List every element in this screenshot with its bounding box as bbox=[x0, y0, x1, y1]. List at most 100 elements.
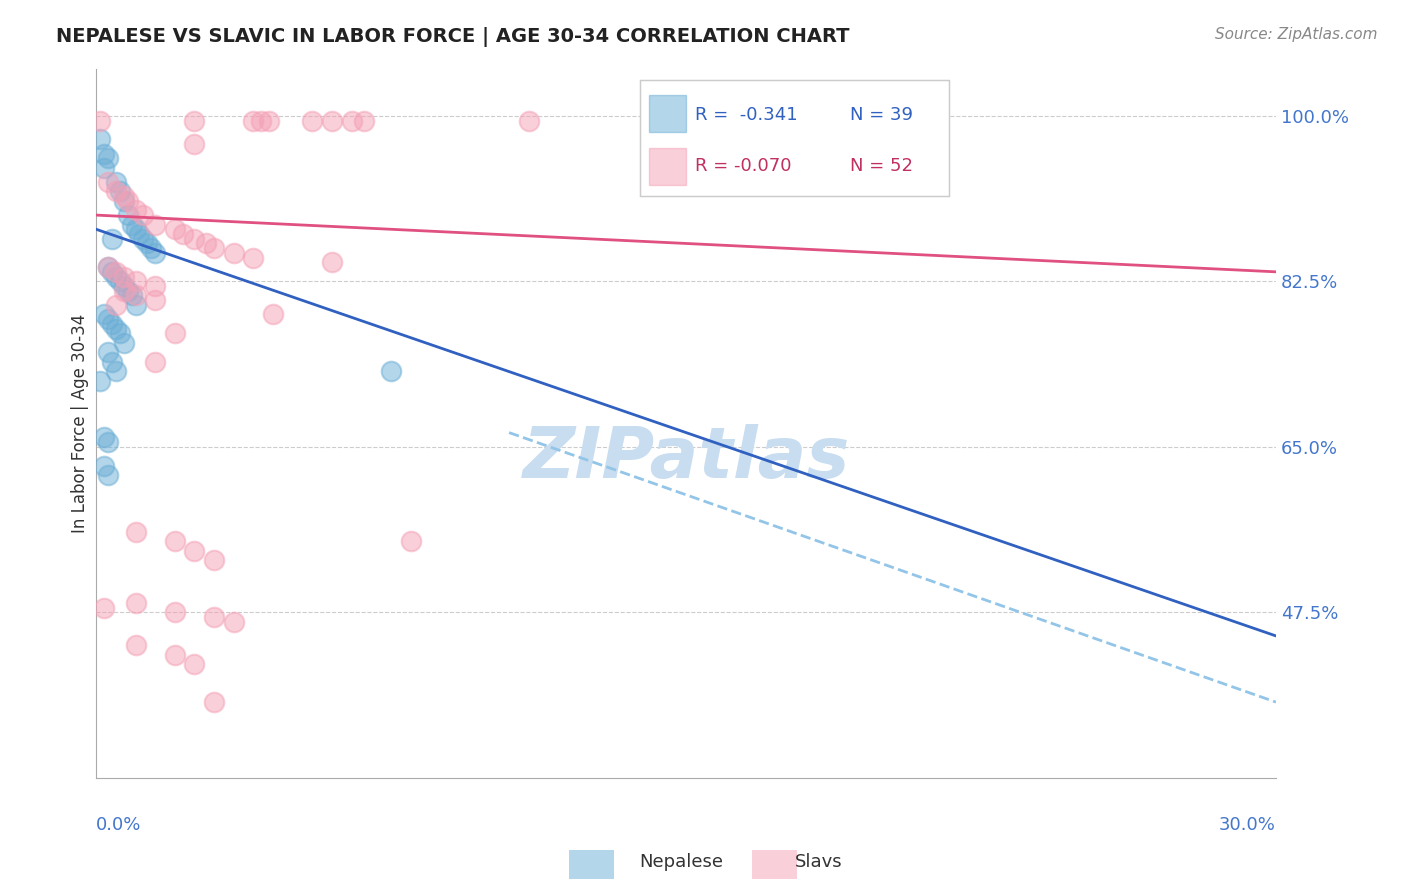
Point bbox=[104, 269, 127, 284]
Point bbox=[101, 265, 124, 279]
Point bbox=[89, 374, 111, 388]
Point bbox=[183, 543, 205, 558]
Point bbox=[380, 364, 402, 378]
Point bbox=[353, 113, 375, 128]
Point bbox=[112, 189, 135, 203]
Point bbox=[124, 298, 146, 312]
Point bbox=[399, 534, 422, 549]
Point bbox=[124, 222, 146, 236]
Point bbox=[132, 208, 155, 222]
Point bbox=[117, 284, 139, 298]
Point bbox=[202, 553, 225, 567]
Point bbox=[93, 430, 115, 444]
Text: ZIPatlas: ZIPatlas bbox=[523, 424, 849, 493]
Point bbox=[97, 175, 120, 189]
Text: NEPALESE VS SLAVIC IN LABOR FORCE | AGE 30-34 CORRELATION CHART: NEPALESE VS SLAVIC IN LABOR FORCE | AGE … bbox=[56, 27, 849, 46]
Text: R = -0.070: R = -0.070 bbox=[696, 157, 792, 175]
Point bbox=[101, 317, 124, 331]
Point bbox=[202, 610, 225, 624]
Text: Nepalese: Nepalese bbox=[640, 853, 724, 871]
Point bbox=[93, 458, 115, 473]
Point bbox=[222, 615, 245, 629]
Point bbox=[340, 113, 363, 128]
Point bbox=[143, 246, 166, 260]
Point bbox=[104, 265, 127, 279]
Point bbox=[117, 208, 139, 222]
Point bbox=[163, 222, 186, 236]
Point bbox=[124, 288, 146, 302]
Y-axis label: In Labor Force | Age 30-34: In Labor Force | Age 30-34 bbox=[72, 313, 89, 533]
Point bbox=[112, 279, 135, 293]
Point bbox=[112, 284, 135, 298]
Point bbox=[124, 274, 146, 288]
Point bbox=[517, 113, 540, 128]
Point bbox=[97, 260, 120, 274]
Point bbox=[183, 137, 205, 152]
Point bbox=[112, 194, 135, 208]
Point bbox=[163, 605, 186, 619]
Point bbox=[183, 113, 205, 128]
Text: Slavs: Slavs bbox=[794, 853, 842, 871]
Point bbox=[101, 354, 124, 368]
Point bbox=[104, 185, 127, 199]
Point bbox=[104, 364, 127, 378]
Point bbox=[321, 255, 343, 269]
Point bbox=[89, 132, 111, 146]
Point bbox=[143, 293, 166, 308]
Point bbox=[108, 274, 131, 288]
Point bbox=[202, 241, 225, 255]
Point bbox=[250, 113, 273, 128]
Text: 0.0%: 0.0% bbox=[96, 815, 142, 834]
Point bbox=[101, 232, 124, 246]
Point bbox=[124, 524, 146, 539]
Point bbox=[93, 307, 115, 321]
Point bbox=[97, 468, 120, 483]
Point bbox=[202, 695, 225, 709]
Point bbox=[172, 227, 194, 241]
Point bbox=[124, 639, 146, 653]
Point bbox=[104, 321, 127, 335]
Point bbox=[262, 307, 284, 321]
Point bbox=[121, 288, 143, 302]
Point bbox=[112, 335, 135, 350]
Text: Source: ZipAtlas.com: Source: ZipAtlas.com bbox=[1215, 27, 1378, 42]
Point bbox=[195, 236, 218, 251]
Point bbox=[321, 113, 343, 128]
Point bbox=[183, 657, 205, 672]
Text: N = 52: N = 52 bbox=[851, 157, 912, 175]
Point bbox=[89, 113, 111, 128]
Point bbox=[141, 241, 163, 255]
Point bbox=[301, 113, 323, 128]
FancyBboxPatch shape bbox=[650, 147, 686, 185]
Point bbox=[143, 279, 166, 293]
Point bbox=[242, 113, 264, 128]
Text: 30.0%: 30.0% bbox=[1219, 815, 1277, 834]
Text: R =  -0.341: R = -0.341 bbox=[696, 106, 799, 124]
Point bbox=[97, 345, 120, 359]
Point bbox=[124, 596, 146, 610]
FancyBboxPatch shape bbox=[650, 95, 686, 132]
Point bbox=[257, 113, 280, 128]
Point bbox=[112, 269, 135, 284]
Point bbox=[222, 246, 245, 260]
Point bbox=[124, 203, 146, 218]
Point bbox=[143, 354, 166, 368]
Point bbox=[93, 146, 115, 161]
Point bbox=[242, 251, 264, 265]
Point bbox=[132, 232, 155, 246]
Point bbox=[117, 194, 139, 208]
Point bbox=[108, 326, 131, 341]
Text: N = 39: N = 39 bbox=[851, 106, 912, 124]
Point bbox=[104, 175, 127, 189]
Point bbox=[97, 260, 120, 274]
Point bbox=[97, 152, 120, 166]
Point bbox=[97, 312, 120, 326]
Point bbox=[136, 236, 159, 251]
Point bbox=[143, 218, 166, 232]
Point bbox=[183, 232, 205, 246]
Point bbox=[93, 161, 115, 175]
Point bbox=[128, 227, 150, 241]
Point bbox=[163, 648, 186, 662]
Point bbox=[108, 185, 131, 199]
Point bbox=[163, 534, 186, 549]
